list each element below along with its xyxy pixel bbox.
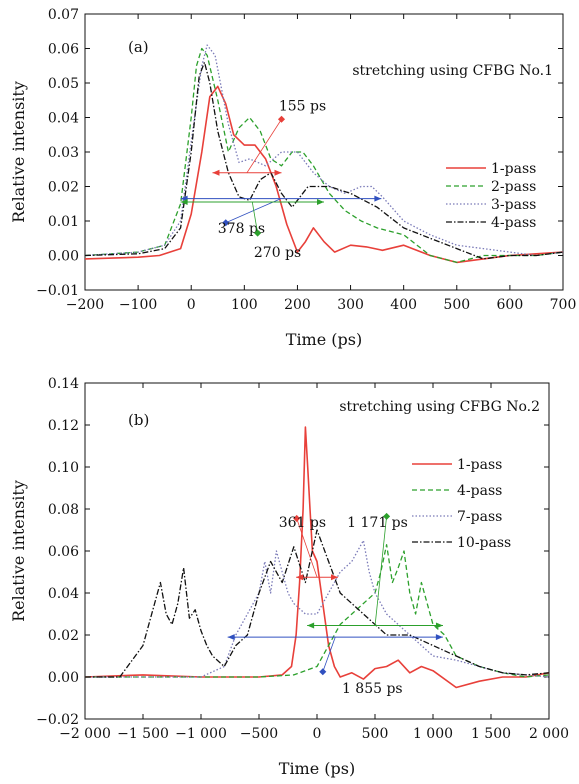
panel-b-y-tick-label: −0.02 — [36, 712, 79, 728]
panel-b-series-line-4-pass — [85, 544, 549, 678]
panel-b-plot-frame — [84, 382, 550, 720]
panel-b-arrow-head — [330, 574, 338, 581]
panel-b-x-tick-label: −2 000 — [59, 726, 111, 742]
panel-b-x-tick-label: −1 500 — [117, 726, 169, 742]
panel-a-x-tick-label: 500 — [443, 297, 470, 313]
panel-a-y-tick-label: 0.01 — [48, 214, 79, 230]
panel-b-pointer-line — [322, 636, 336, 672]
panel-b-panel-label: (b) — [128, 411, 149, 429]
panel-b-legend: 1-pass 4-pass 7-pass 10-pass — [412, 457, 511, 551]
panel-a-legend-entry: 2-pass — [491, 179, 536, 195]
panel-b-annotation-label: 1 855 ps — [342, 681, 403, 697]
panel-a-arrow-head — [274, 169, 282, 176]
panel-a-annotation: 270 ps — [180, 199, 324, 261]
panel-b-annotation: 1 171 ps — [307, 512, 443, 629]
panel-b-arrow-head — [296, 574, 304, 581]
panel-a-legend: 1-pass 2-pass 3-pass 4-pass — [446, 161, 536, 231]
panel-a-y-axis-title: Relative intensity — [9, 81, 28, 223]
panel-b-x-axis-title: Time (ps) — [279, 759, 355, 778]
panel-a-pointer-marker — [254, 229, 262, 237]
panel-a-y-tick-label: 0.02 — [48, 180, 79, 196]
panel-a-y-tick-label: 0.06 — [48, 42, 79, 58]
panel-b-legend-entry: 7-pass — [457, 509, 502, 525]
panel-b-y-tick-label: 0.10 — [48, 460, 79, 476]
panel-b-legend-entry: 4-pass — [457, 483, 502, 499]
panel-b-arrow-head — [227, 634, 235, 641]
panel-a-legend-entry: 1-pass — [491, 161, 536, 177]
panel-b-annotation: 1 855 ps — [227, 634, 443, 697]
panel-a-annotation-label: 270 ps — [254, 245, 301, 261]
panel-b-y-tick-label: 0.12 — [48, 418, 79, 434]
panel-a-plot-frame — [84, 13, 564, 291]
panel-b-x-tick-label: −500 — [240, 726, 278, 742]
panel-a-pointer-marker — [277, 115, 286, 123]
panel-a-series-line-2-pass — [85, 47, 563, 264]
panel-b-y-tick-label: 0.08 — [48, 502, 79, 518]
panel-a-x-tick-label: 0 — [187, 297, 196, 313]
panel-a-arrow-head — [317, 199, 324, 206]
panel-b-x-tick-label: −1 000 — [175, 726, 227, 742]
panel-b-legend-entry: 1-pass — [457, 457, 502, 473]
panel-a-arrow-head — [374, 195, 382, 202]
panel-a-y-tick-label: 0.05 — [48, 76, 79, 92]
panel-b-pointer-marker — [293, 514, 301, 522]
panel-a-annotation: 378 ps — [180, 195, 382, 237]
panel-b-y-tick-label: 0.04 — [48, 586, 79, 602]
panel-b-arrow-head — [307, 622, 315, 629]
panel-a-x-tick-label: 100 — [231, 297, 258, 313]
panel-a-x-tick-label: 700 — [550, 297, 577, 313]
panel-b-y-tick-label: 0.00 — [48, 670, 79, 686]
panel-b-x-tick-label: 1 000 — [413, 726, 453, 742]
panel-a-annotation: 155 ps — [212, 99, 326, 176]
panel-b-x-tick-label: 0 — [313, 726, 322, 742]
panel-a-y-tick-label: 0.07 — [48, 7, 79, 23]
panel-b-series-line-10-pass — [85, 529, 549, 678]
panel-b-y-tick-label: 0.06 — [48, 544, 79, 560]
panel-a-legend-entry: 4-pass — [491, 215, 536, 231]
panel-a-y-tick-label: −0.01 — [36, 283, 79, 299]
panel-b-y-tick-label: 0.02 — [48, 628, 79, 644]
panel-a-y-tick-label: 0.00 — [48, 249, 79, 265]
panel-a-pointer-line — [246, 119, 282, 173]
panel-b-x-tick-label: 500 — [362, 726, 389, 742]
panel-a-annotation-label: 155 ps — [279, 99, 326, 115]
panel-a-chart: −200 −100 0 100 200 300 400 500 600 700 −0.01 0.00 0… — [9, 7, 576, 349]
panel-b-title: stretching using CFBG No.2 — [339, 399, 540, 415]
panel-a-x-tick-label: 300 — [337, 297, 364, 313]
panel-a-y-tick-label: 0.04 — [48, 111, 79, 127]
panel-a-x-tick-label: 200 — [284, 297, 311, 313]
panel-b-annotation-label: 1 171 ps — [347, 515, 408, 531]
panel-b-y-axis-title: Relative intensity — [9, 480, 28, 622]
panel-b-legend-entry: 10-pass — [457, 535, 511, 551]
panel-a-series-line-1-pass — [85, 85, 563, 264]
panel-b-arrow-head — [435, 622, 443, 629]
panel-a-title: stretching using CFBG No.1 — [352, 63, 553, 79]
panel-a-pointer-marker — [222, 219, 230, 227]
panel-b-pointer-marker — [383, 512, 391, 520]
panel-b-x-tick-label: 2 000 — [529, 726, 569, 742]
panel-b-chart: −2 000 −1 500 −1 000 −500 0 500 1 000 1 500 2 00… — [9, 376, 569, 778]
panel-a-pointer-line — [225, 198, 282, 224]
panel-a-x-tick-label: −100 — [119, 297, 157, 313]
panel-a-annotation-label: 378 ps — [218, 221, 265, 237]
panel-a-x-tick-label: −200 — [66, 297, 104, 313]
panel-a-x-tick-label: 600 — [497, 297, 524, 313]
panel-a-pointer-line — [251, 201, 259, 234]
panel-b-annotation: 361 ps — [279, 514, 338, 581]
panel-b-pointer-marker — [319, 668, 327, 676]
panel-a-x-tick-label: 400 — [390, 297, 417, 313]
panel-b-pointer-line — [374, 516, 387, 626]
panel-a-arrow-head — [180, 199, 188, 206]
panel-b-annotation-label: 361 ps — [279, 515, 326, 531]
panel-b-x-tick-label: 1 500 — [471, 726, 511, 742]
panel-a-legend-entry: 3-pass — [491, 197, 536, 213]
panel-a-x-axis-title: Time (ps) — [286, 330, 362, 349]
panel-b-pointer-line — [296, 518, 318, 578]
panel-b-y-tick-label: 0.14 — [48, 376, 79, 392]
panel-a-y-tick-label: 0.03 — [48, 145, 79, 161]
panel-b-arrow-head — [435, 634, 443, 641]
panel-a-panel-label: (a) — [128, 38, 149, 56]
panel-a-arrow-head — [212, 169, 220, 176]
